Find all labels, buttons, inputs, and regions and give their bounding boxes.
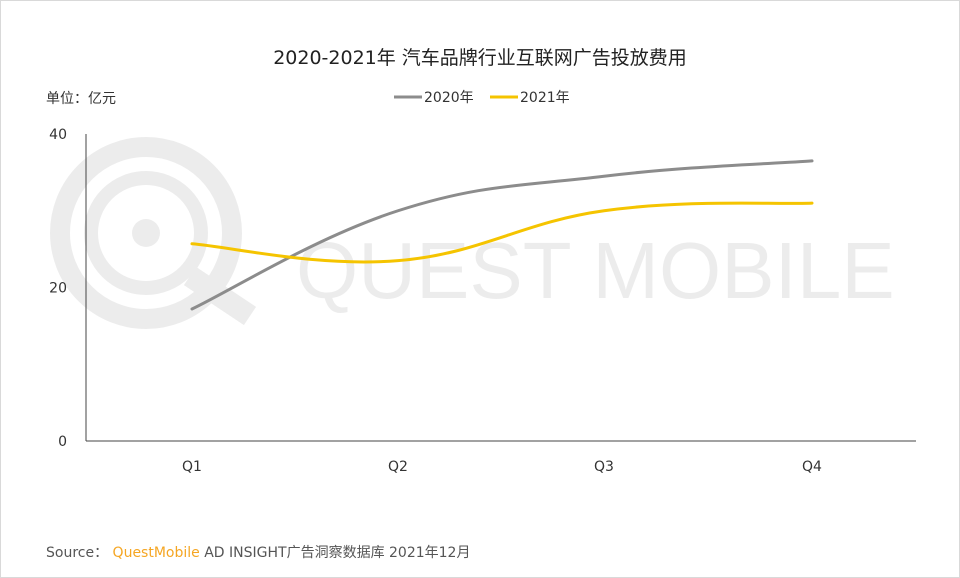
series-line-1 (190, 201, 814, 264)
chart-title: 2020-2021年 汽车品牌行业互联网广告投放费用 (273, 47, 687, 69)
x-tick-labels: Q1 Q2 Q3 Q4 (182, 459, 822, 475)
watermark-text: QUEST MOBILE (296, 226, 895, 315)
legend-label: 2020年 (424, 90, 474, 106)
series-layer (190, 159, 814, 311)
source-prefix: Source： (46, 545, 109, 561)
watermark: QUEST MOBILE (50, 137, 895, 329)
x-tick-label: Q1 (182, 459, 202, 475)
x-tick-label: Q3 (594, 459, 614, 475)
y-tick-label: 0 (58, 434, 67, 450)
y-tick-label: 20 (49, 281, 67, 297)
x-tick-label: Q2 (388, 459, 408, 475)
legend: 2020年 2021年 (394, 90, 570, 106)
x-tick-label: Q4 (802, 459, 822, 475)
source-brand: QuestMobile (112, 545, 200, 561)
y-tick-label: 40 (49, 127, 67, 143)
legend-label: 2021年 (520, 90, 570, 106)
series-line-0 (190, 159, 814, 311)
source-rest: AD INSIGHT广告洞察数据库 2021年12月 (204, 545, 471, 561)
unit-label: 单位：亿元 (46, 91, 116, 107)
y-tick-labels: 0 20 40 (49, 127, 67, 450)
source-note: Source： QuestMobile AD INSIGHT广告洞察数据库 20… (46, 542, 470, 562)
